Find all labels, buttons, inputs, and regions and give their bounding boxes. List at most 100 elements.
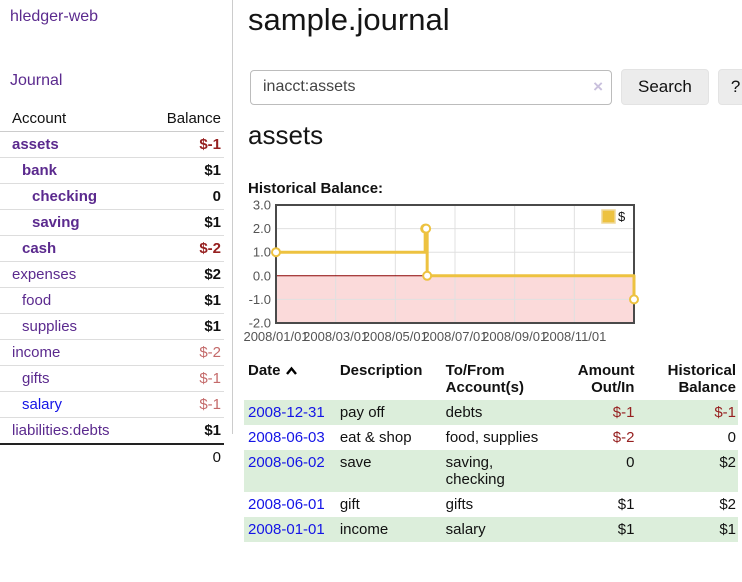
sidebar-account-row: salary $-1 (0, 391, 224, 418)
chart-point (421, 223, 432, 234)
register-col-date[interactable]: Date (244, 360, 336, 400)
sidebar-account-row: expenses $2 (0, 261, 224, 288)
transaction-accounts: salary (445, 521, 486, 538)
accounts-header-balance: Balance (137, 106, 224, 132)
clear-search-icon[interactable]: × (593, 76, 603, 96)
transaction-balance: $1 (719, 521, 736, 538)
sidebar-account-food[interactable]: food (22, 292, 52, 309)
transaction-amount: $1 (617, 521, 635, 538)
sidebar-account-expenses[interactable]: expenses (12, 266, 77, 283)
accounts-header-account: Account (0, 106, 138, 132)
sidebar-accounts-header: Account Balance (0, 106, 224, 132)
register-col-amount: Amount Out/In (577, 362, 635, 396)
transaction-description: gift (339, 496, 360, 513)
sidebar-account-balance: $-1 (199, 396, 221, 413)
transaction-description: income (339, 521, 389, 538)
transaction-balance: $2 (719, 496, 736, 513)
sidebar-account-bank[interactable]: bank (22, 162, 58, 179)
register-header-row: Date Description To/From Account(s) Amount … (244, 360, 738, 400)
transaction-accounts: debts (445, 404, 483, 421)
sidebar-account-row: liabilities:debts $1 (0, 417, 224, 445)
transaction-balance: $-1 (714, 404, 736, 421)
x-tick-label: 2008/05/01 (363, 329, 428, 344)
register-table: Date Description To/From Account(s) Amount … (244, 360, 738, 542)
transaction-balance: $2 (719, 454, 736, 471)
x-tick-label: 2008/11/01 (542, 329, 606, 344)
chart-point (422, 270, 433, 281)
sidebar-account-row: assets $-1 (0, 131, 224, 158)
page-title: sample.journal (248, 2, 450, 37)
sidebar-account-row: saving $1 (0, 209, 224, 236)
sidebar-account-balance: $1 (204, 422, 221, 439)
search-input[interactable] (250, 69, 612, 105)
register-col-description: Description (339, 362, 423, 379)
sidebar-account-row: gifts $-1 (0, 365, 224, 392)
legend-label: $ (618, 209, 626, 224)
transaction-description: pay off (339, 404, 385, 421)
register-row: 2008-12-31 pay off debts $-1 $-1 (244, 400, 738, 425)
sidebar-account-cash[interactable]: cash (22, 240, 57, 257)
transaction-amount: $-2 (612, 429, 635, 446)
sidebar-account-balance: $1 (204, 318, 221, 335)
x-tick-label: 2008/07/01 (422, 329, 487, 344)
account-heading: assets (248, 120, 324, 150)
transaction-accounts: saving, checking (445, 454, 505, 488)
transaction-description: save (339, 454, 372, 471)
y-tick-label: -2.0 (249, 316, 271, 331)
register-body: 2008-12-31 pay off debts $-1 $-1 2008-06-03 ea… (244, 400, 738, 542)
sidebar-account-row: supplies $1 (0, 313, 224, 340)
sidebar-account-row: cash $-2 (0, 235, 224, 262)
sidebar-account-income[interactable]: income (12, 344, 61, 361)
transaction-date-link[interactable]: 2008-06-02 (248, 454, 325, 471)
transaction-date-link[interactable]: 2008-01-01 (248, 521, 325, 538)
sidebar-account-balance: $-2 (199, 344, 221, 361)
sidebar-accounts-body: assets $-1 bank $1 checking 0 saving $1 cash $-2 e… (0, 131, 224, 445)
search-button[interactable]: Search (621, 69, 709, 105)
sidebar-account-liabilities-debts[interactable]: liabilities:debts (12, 422, 110, 439)
legend-swatch (601, 209, 616, 224)
chart-point (271, 247, 281, 258)
sidebar-account-assets[interactable]: assets (12, 136, 59, 153)
transaction-balance: 0 (727, 429, 736, 446)
sidebar-account-row: checking 0 (0, 183, 224, 210)
sidebar-total-balance: 0 (137, 443, 224, 470)
sidebar-account-row: food $1 (0, 287, 224, 314)
sidebar-account-row: bank $1 (0, 157, 224, 184)
transaction-date-link[interactable]: 2008-12-31 (248, 404, 325, 421)
sidebar-accounts-table: Account Balance assets $-1 bank $1 checking 0… (0, 106, 224, 470)
sidebar-item-journal[interactable]: Journal (10, 72, 63, 89)
help-button[interactable]: ? (717, 69, 742, 105)
sidebar-account-balance: $1 (204, 214, 221, 231)
app-brand: hledger-web (0, 0, 232, 26)
sidebar-account-saving[interactable]: saving (32, 214, 80, 231)
y-tick-label: 2.0 (253, 221, 271, 236)
register-col-historical: Historical Balance (667, 362, 736, 396)
transaction-amount: $1 (617, 496, 635, 513)
register-col-tofrom: To/From Account(s) (445, 362, 524, 396)
transaction-accounts: food, supplies (445, 429, 539, 446)
register-row: 2008-06-02 save saving, checking 0 $2 (244, 450, 738, 492)
sidebar-account-gifts[interactable]: gifts (22, 370, 50, 387)
sidebar-account-checking[interactable]: checking (32, 188, 98, 205)
y-tick-label: -1.0 (249, 292, 271, 307)
transaction-amount: 0 (626, 454, 635, 471)
plot-border (275, 204, 635, 324)
brand-link[interactable]: hledger-web (10, 8, 99, 25)
transaction-date-link[interactable]: 2008-06-03 (248, 429, 325, 446)
transaction-accounts: gifts (445, 496, 474, 513)
transaction-description: eat & shop (339, 429, 412, 446)
sidebar: hledger-web Journal Account Balance asse… (0, 0, 233, 470)
search-wrap: × (250, 69, 612, 105)
sort-asc-icon (285, 363, 298, 380)
transaction-date-link[interactable]: 2008-06-01 (248, 496, 325, 513)
sidebar-account-balance: $1 (204, 162, 221, 179)
chart-svg: 3.0 2.0 1.0 0.0 -1.0 -2.02008/01/012008/03/01… (243, 198, 639, 344)
x-tick-label: 2008/09/01 (482, 329, 547, 344)
historical-balance-chart: 3.0 2.0 1.0 0.0 -1.0 -2.0 2008/01/01 2008/03/01… (243, 198, 722, 350)
chart-title: Historical Balance: (248, 180, 384, 197)
sidebar-account-balance: 0 (212, 188, 221, 205)
sidebar-account-salary[interactable]: salary (22, 396, 63, 413)
sidebar-account-balance: $1 (204, 292, 221, 309)
sidebar-account-supplies[interactable]: supplies (22, 318, 78, 335)
sidebar-account-balance: $-1 (199, 136, 221, 153)
